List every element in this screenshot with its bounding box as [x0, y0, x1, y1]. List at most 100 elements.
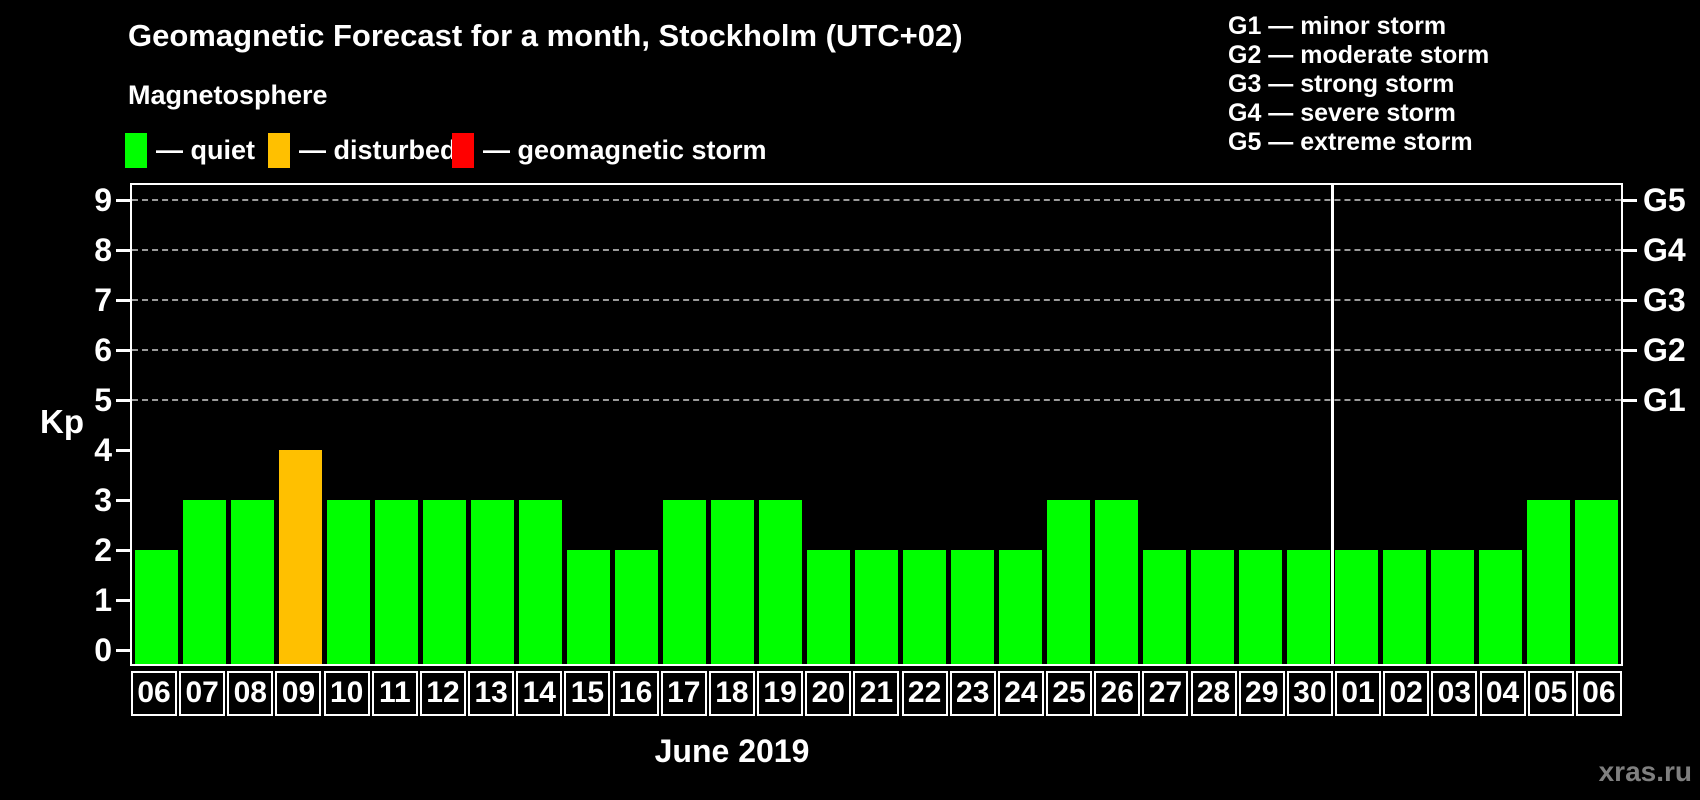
watermark: xras.ru: [1598, 756, 1692, 787]
g-axis-label: G3: [1643, 282, 1686, 318]
kp-bar: [326, 500, 370, 664]
disturbed-legend-label: — disturbed: [299, 135, 457, 165]
day-label: 23: [949, 671, 996, 716]
day-label: 12: [419, 671, 466, 716]
y-tick-label: 6: [94, 332, 112, 368]
y-tick-label: 4: [94, 432, 112, 468]
kp-bar: [1431, 550, 1475, 664]
day-label: 19: [757, 671, 804, 716]
magnetosphere-heading: Magnetosphere: [128, 80, 328, 110]
day-label: 14: [516, 671, 563, 716]
g-axis-label: G4: [1643, 232, 1686, 268]
kp-bar: [855, 550, 898, 664]
y-tick: [116, 598, 130, 602]
day-label: 08: [227, 671, 274, 716]
y-tick: [116, 198, 130, 202]
kp-bar: [758, 500, 802, 664]
y-tick: [116, 648, 130, 652]
day-label: 05: [1527, 671, 1574, 716]
x-axis-month-label: June 2019: [654, 733, 810, 769]
y-tick: [116, 498, 130, 502]
kp-bar: [518, 500, 562, 664]
y-tick: [116, 548, 130, 552]
day-label: 02: [1383, 671, 1430, 716]
kp-bar: [230, 500, 274, 664]
gridline-kp6: [132, 349, 1621, 351]
day-label: 11: [371, 671, 418, 716]
kp-bar: [662, 500, 706, 664]
kp-bar: [1335, 550, 1379, 664]
g1-legend-line: G1 — minor storm: [1228, 12, 1447, 40]
kp-bar: [806, 550, 850, 664]
day-label: 09: [275, 671, 322, 716]
kp-bar: [566, 550, 610, 664]
day-label: 17: [660, 671, 707, 716]
right-tick: [1623, 298, 1637, 302]
gridline-kp7: [132, 299, 1621, 301]
gridline-kp5: [132, 399, 1621, 401]
y-tick-label: 1: [94, 582, 112, 618]
y-tick: [116, 298, 130, 302]
day-label: 25: [1046, 671, 1093, 716]
y-tick-label: 0: [94, 632, 112, 668]
quiet-legend-label: — quiet: [156, 135, 255, 165]
day-label: 13: [468, 671, 515, 716]
day-label: 21: [853, 671, 900, 716]
g-axis-label: G1: [1643, 382, 1686, 418]
plot-area: [130, 183, 1623, 666]
kp-bar: [1095, 500, 1139, 664]
day-label: 30: [1286, 671, 1333, 716]
day-label: 20: [805, 671, 852, 716]
kp-bar: [1143, 550, 1187, 664]
kp-bar: [903, 550, 947, 664]
right-tick: [1623, 198, 1637, 202]
day-label: 01: [1335, 671, 1382, 716]
kp-bar: [1287, 550, 1331, 664]
day-label: 06: [1575, 671, 1622, 716]
kp-bar: [999, 550, 1043, 664]
gridline-kp8: [132, 249, 1621, 251]
y-tick: [116, 348, 130, 352]
kp-bar: [1527, 500, 1571, 664]
day-label: 22: [901, 671, 948, 716]
day-label: 03: [1431, 671, 1478, 716]
day-label: 07: [179, 671, 226, 716]
day-label: 29: [1238, 671, 1285, 716]
right-tick: [1623, 348, 1637, 352]
kp-bar: [1047, 500, 1091, 664]
day-label: 28: [1190, 671, 1237, 716]
day-label: 06: [131, 671, 177, 716]
y-axis-label: Kp: [40, 403, 84, 440]
kp-bar: [1239, 550, 1283, 664]
g4-legend-line: G4 — severe storm: [1228, 99, 1456, 127]
kp-bar: [951, 550, 995, 664]
g5-legend-line: G5 — extreme storm: [1228, 128, 1473, 156]
gridline-kp9: [132, 199, 1621, 201]
quiet-legend-swatch: [125, 133, 147, 168]
day-label: 04: [1479, 671, 1526, 716]
y-tick: [116, 448, 130, 452]
kp-bar: [182, 500, 226, 664]
storm-legend-swatch: [452, 133, 474, 168]
y-tick-label: 9: [94, 182, 112, 218]
y-tick-label: 5: [94, 382, 112, 418]
chart-title: Geomagnetic Forecast for a month, Stockh…: [128, 18, 963, 53]
kp-bar: [614, 550, 658, 664]
g3-legend-line: G3 — strong storm: [1228, 70, 1455, 98]
y-tick-label: 8: [94, 232, 112, 268]
y-tick: [116, 248, 130, 252]
kp-bar: [1191, 550, 1235, 664]
storm-legend-label: — geomagnetic storm: [483, 135, 767, 165]
kp-bar: [710, 500, 754, 664]
day-label: 24: [997, 671, 1044, 716]
day-label: 26: [1094, 671, 1141, 716]
kp-bar: [1575, 500, 1619, 664]
y-tick-label: 7: [94, 282, 112, 318]
day-label: 16: [612, 671, 659, 716]
kp-bar: [470, 500, 514, 664]
kp-bar: [374, 500, 418, 664]
month-separator-line: [1331, 185, 1335, 664]
right-tick: [1623, 248, 1637, 252]
y-tick-label: 2: [94, 532, 112, 568]
